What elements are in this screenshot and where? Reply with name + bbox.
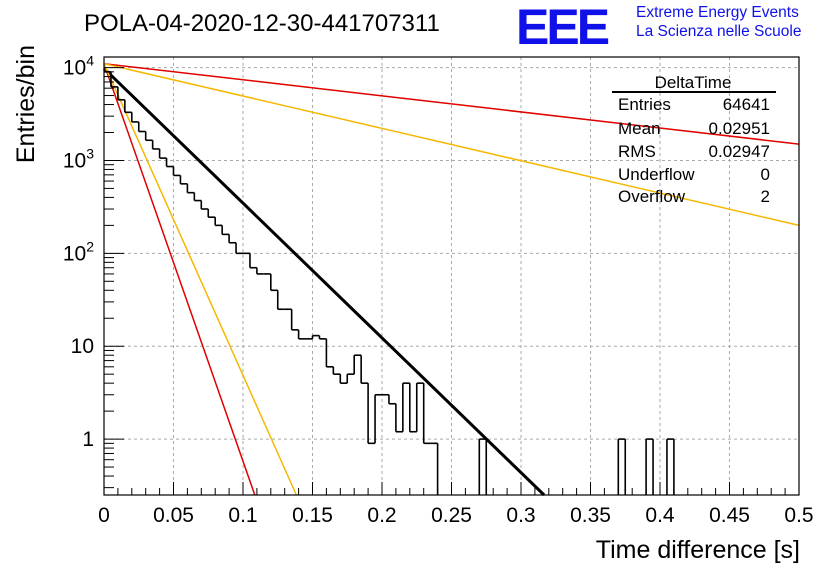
stats-value-overflow: 2 bbox=[761, 187, 770, 206]
stats-label-overflow: Overflow bbox=[618, 187, 686, 206]
x-tick-label: 0 bbox=[98, 504, 110, 527]
eee-logo-line2: La Scienza nelle Scuole bbox=[636, 23, 802, 40]
y-tick-label: 10 bbox=[71, 335, 94, 358]
x-tick-label: 0.25 bbox=[431, 504, 472, 527]
stats-label-entries: Entries bbox=[618, 95, 671, 114]
x-axis-label: Time difference [s] bbox=[596, 536, 800, 564]
x-tick-label: 0.1 bbox=[228, 504, 257, 527]
axes: 0 0.05 0.1 0.15 0.2 0.25 0.3 0.35 0.4 0.45 0.5 1 10 1… bbox=[63, 53, 814, 527]
stats-title: DeltaTime bbox=[655, 73, 732, 92]
stats-value-rms: 0.02947 bbox=[709, 142, 770, 161]
stats-value-mean: 0.02951 bbox=[709, 119, 770, 138]
y-tick-label: 103 bbox=[63, 145, 94, 172]
fit-line-5 bbox=[103, 63, 298, 496]
eee-logo: EEE bbox=[516, 0, 610, 55]
histogram bbox=[104, 71, 675, 495]
stats-value-entries: 64641 bbox=[723, 95, 770, 114]
x-tick-label: 0.2 bbox=[367, 504, 396, 527]
y-axis-label: Entries/bin bbox=[12, 45, 40, 163]
plot-title: POLA-04-2020-12-30-441707311 bbox=[84, 10, 440, 37]
fit-line-2 bbox=[103, 62, 800, 145]
stats-label-mean: Mean bbox=[618, 119, 661, 138]
fit-line-3 bbox=[103, 62, 800, 227]
y-tick-label: 1 bbox=[82, 428, 94, 451]
fit-lines bbox=[102, 62, 800, 497]
x-tick-label: 0.15 bbox=[292, 504, 333, 527]
x-tick-label: 0.4 bbox=[645, 504, 675, 527]
grid-layer bbox=[104, 57, 799, 495]
stats-label-underflow: Underflow bbox=[618, 165, 695, 184]
stats-value-underflow: 0 bbox=[761, 165, 770, 184]
y-tick-label: 102 bbox=[63, 238, 94, 265]
x-tick-label: 0.5 bbox=[784, 504, 813, 527]
stats-label-rms: RMS bbox=[618, 142, 656, 161]
stats-box: DeltaTime Entries 64641 Mean 0.02951 RMS… bbox=[612, 73, 776, 206]
y-tick-label: 104 bbox=[63, 53, 94, 80]
eee-logo-line1: Extreme Energy Events bbox=[636, 4, 799, 21]
fit-line-4 bbox=[103, 63, 256, 496]
fit-line-1 bbox=[102, 67, 546, 497]
x-tick-label: 0.35 bbox=[570, 504, 611, 527]
x-tick-label: 0.05 bbox=[153, 504, 194, 527]
x-tick-label: 0.3 bbox=[506, 504, 535, 527]
x-tick-label: 0.45 bbox=[709, 504, 750, 527]
